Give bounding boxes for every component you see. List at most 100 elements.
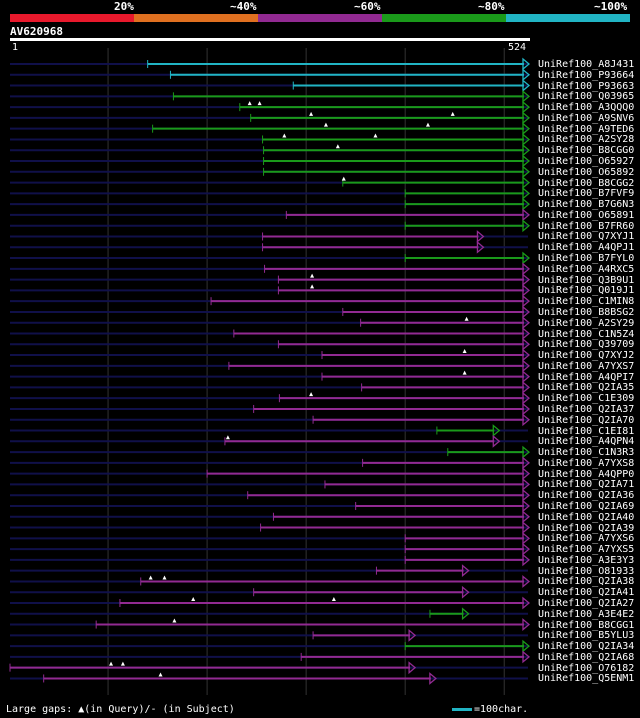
scale-bar [452, 707, 472, 711]
hit-label[interactable]: UniRef100_B8CGG0 [538, 145, 635, 157]
hit-end-arrow [522, 391, 531, 405]
hit-label[interactable]: UniRef100_Q2IA34 [538, 641, 635, 653]
hit-label[interactable]: UniRef100_A3E4E2 [538, 608, 635, 620]
hit-label[interactable]: UniRef100_P93664 [538, 69, 635, 81]
legend-label-60: ~60% [354, 0, 381, 13]
hit-label[interactable]: UniRef100_B5YLU3 [538, 630, 635, 642]
hit-label[interactable]: UniRef100_Q03965 [538, 91, 635, 103]
hit-label[interactable]: UniRef100_O81933 [538, 565, 635, 577]
hit-end-arrow [522, 639, 531, 653]
hit-end-arrow [522, 283, 531, 297]
hit-label[interactable]: UniRef100_P93663 [538, 80, 635, 92]
hit-label[interactable]: UniRef100_O65892 [538, 166, 635, 178]
hit-label[interactable]: UniRef100_A9TED6 [538, 123, 635, 135]
hit-label[interactable]: UniRef100_O76182 [538, 662, 635, 674]
hit-label[interactable]: UniRef100_A7YXS5 [538, 544, 635, 556]
hit-end-arrow [522, 553, 531, 567]
hit-end-arrow [522, 456, 531, 470]
scale-label: =100char. [474, 704, 529, 715]
hit-label[interactable]: UniRef100_Q019J1 [538, 285, 635, 297]
hit-label[interactable]: UniRef100_A4QPI7 [538, 371, 635, 383]
hit-end-arrow [522, 402, 531, 416]
hit-label[interactable]: UniRef100_A9SNV6 [538, 112, 635, 124]
gap-marker [462, 349, 467, 354]
gap-marker [450, 111, 455, 116]
hit-label[interactable]: UniRef100_A3E3Y3 [538, 554, 635, 566]
hit-label[interactable]: UniRef100_C1MIN8 [538, 296, 635, 308]
hit-label[interactable]: UniRef100_A4RXC5 [538, 263, 635, 275]
hit-label[interactable]: UniRef100_A7YXS6 [538, 533, 635, 545]
hit-label[interactable]: UniRef100_A8J431 [538, 59, 635, 70]
hit-end-arrow [522, 618, 531, 631]
hit-label[interactable]: UniRef100_A3QQQ0 [538, 102, 635, 114]
gap-marker [335, 144, 340, 149]
hit-label[interactable]: UniRef100_Q2IA37 [538, 403, 635, 415]
hit-label[interactable]: UniRef100_Q2IA68 [538, 651, 635, 663]
hit-label[interactable]: UniRef100_Q2IA35 [538, 382, 635, 394]
hit-end-arrow [461, 564, 470, 578]
gap-marker [162, 575, 167, 580]
hit-label[interactable]: UniRef100_A4QPN4 [538, 436, 635, 448]
hit-label[interactable]: UniRef100_O65891 [538, 209, 635, 221]
hit-end-arrow [522, 208, 531, 222]
hit-label[interactable]: UniRef100_Q2IA27 [538, 598, 635, 609]
hit-label[interactable]: UniRef100_Q2IA40 [538, 511, 635, 523]
hit-end-arrow [522, 596, 531, 610]
hit-label[interactable]: UniRef100_B7FYL0 [538, 253, 635, 265]
gap-marker [309, 111, 314, 116]
hit-label[interactable]: UniRef100_B8CGG2 [538, 177, 635, 189]
hit-label[interactable]: UniRef100_Q39709 [538, 339, 635, 351]
hit-label[interactable]: UniRef100_Q7XYJ1 [538, 231, 635, 243]
hit-label[interactable]: UniRef100_Q5ENM1 [538, 673, 635, 685]
hit-end-arrow [522, 521, 531, 534]
hit-label[interactable]: UniRef100_Q2IA36 [538, 490, 635, 502]
gap-marker [310, 273, 315, 278]
hit-end-arrow [522, 510, 531, 524]
hit-label[interactable]: UniRef100_A2SY28 [538, 134, 635, 146]
legend-segment-100 [506, 14, 630, 22]
legend-segment-60 [258, 14, 382, 22]
gap-marker [109, 661, 114, 666]
hit-label[interactable]: UniRef100_B8CGG1 [538, 619, 635, 631]
hit-label[interactable]: UniRef100_B7FR60 [538, 220, 635, 232]
hit-end-arrow [522, 370, 531, 384]
hit-label[interactable]: UniRef100_A7YXS7 [538, 360, 635, 372]
hit-end-arrow [522, 542, 531, 556]
hit-label[interactable]: UniRef100_Q2IA39 [538, 522, 635, 534]
hit-label[interactable]: UniRef100_Q2IA70 [538, 414, 635, 426]
legend-segment-20 [10, 14, 134, 22]
gap-marker [148, 575, 153, 580]
hit-label[interactable]: UniRef100_C1EI81 [538, 425, 635, 437]
hit-label[interactable]: UniRef100_A4QPP0 [538, 468, 635, 480]
hit-end-arrow [408, 661, 417, 675]
hit-end-arrow [522, 186, 531, 200]
hit-label[interactable]: UniRef100_C1N3R3 [538, 447, 635, 459]
gap-marker [341, 176, 346, 181]
hit-end-arrow [522, 89, 531, 103]
hit-label[interactable]: UniRef100_Q3B9U1 [538, 274, 635, 286]
query-bar [10, 38, 530, 41]
hit-label[interactable]: UniRef100_Q2IA38 [538, 576, 635, 588]
hit-label[interactable]: UniRef100_B7FVF9 [538, 188, 635, 200]
hit-end-arrow [522, 176, 531, 189]
hit-end-arrow [522, 273, 531, 286]
gap-marker [158, 672, 163, 677]
hit-label[interactable]: UniRef100_C1N5Z4 [538, 328, 635, 340]
hit-label[interactable]: UniRef100_B8BSG2 [538, 306, 635, 318]
legend-segment-40 [134, 14, 258, 22]
hit-end-arrow [522, 381, 531, 394]
hit-label[interactable]: UniRef100_A2SY29 [538, 317, 635, 329]
hit-end-arrow [522, 143, 531, 157]
hit-label[interactable]: UniRef100_A4QPJ1 [538, 242, 635, 254]
hit-end-arrow [522, 575, 531, 588]
hit-label[interactable]: UniRef100_Q2IA41 [538, 587, 635, 599]
hit-label[interactable]: UniRef100_Q7XYJ2 [538, 350, 635, 362]
hit-label[interactable]: UniRef100_A7YXS8 [538, 457, 635, 469]
hit-label[interactable]: UniRef100_C1E309 [538, 393, 635, 405]
legend-label-20: 20% [114, 0, 134, 13]
hit-label[interactable]: UniRef100_Q2IA69 [538, 500, 635, 512]
hit-label[interactable]: UniRef100_B7G6N3 [538, 199, 635, 211]
hit-label[interactable]: UniRef100_Q2IA71 [538, 479, 635, 491]
hit-end-arrow [522, 337, 531, 351]
hit-label[interactable]: UniRef100_O65927 [538, 156, 635, 168]
